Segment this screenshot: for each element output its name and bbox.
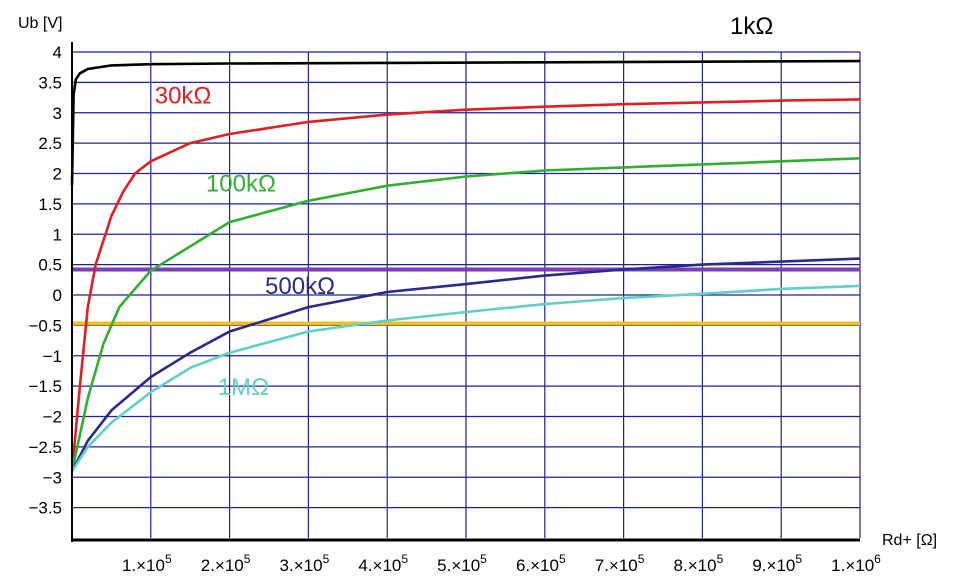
x-tick-label: 8.×105 [674,552,724,575]
x-tick-exponent: 5 [717,552,724,566]
x-tick-label: 6.×105 [516,552,566,575]
x-tick-label: 9.×105 [752,552,802,575]
x-tick-exponent: 5 [795,552,802,566]
x-tick-label: 3.×105 [280,552,330,575]
x-tick-label: 1.×105 [122,552,172,575]
y-tick-label: 2.5 [38,134,62,153]
y-tick-label: −3 [43,468,62,487]
y-tick-label: −3.5 [28,499,62,518]
y-tick-label: 2 [53,165,62,184]
x-tick-label: 1.×106 [831,552,881,575]
curve-label-1: 30kΩ [155,83,212,110]
y-tick-label: −2.5 [28,438,62,457]
reference-lines [72,267,860,326]
curve-label-2: 100kΩ [206,171,276,198]
chart-grid [72,51,861,538]
series-line-2 [70,157,861,472]
y-tick-labels: 4 3.5 3 2.5 2 1.5 1 0.5 0 −0.5 −1 −1.5 −2 −2.5 −3 −3.5 [28,43,62,518]
y-tick-label: −2 [43,408,62,427]
x-tick-exponent: 5 [480,552,487,566]
chart-series [70,59,861,472]
chart-axes [71,42,860,542]
x-tick-exponent: 5 [559,552,566,566]
y-tick-label: 0.5 [38,256,62,275]
curve-label-4: 1MΩ [218,374,269,401]
series-line-0 [70,59,861,186]
y-tick-label: 4 [53,43,62,62]
y-axis-label: Ub [V] [18,15,62,32]
series-line-3 [70,257,861,472]
series-line-4 [70,284,861,472]
x-tick-label: 5.×105 [437,552,487,575]
series-line-1 [70,98,861,472]
x-tick-exponent: 5 [323,552,330,566]
curve-labels: 1kΩ 30kΩ 100kΩ 500kΩ 1MΩ [155,13,774,401]
y-tick-label: −1.5 [28,377,62,396]
curve-label-0: 1kΩ [730,13,773,40]
x-axis-label: Rd+ [Ω] [882,532,937,549]
x-tick-exponent: 5 [401,552,408,566]
y-tick-label: 3 [53,104,62,123]
x-tick-label: 2.×105 [201,552,251,575]
y-tick-label: 1.5 [38,195,62,214]
y-tick-label: −1 [43,347,62,366]
y-tick-label: 3.5 [38,73,62,92]
x-tick-exponent: 5 [638,552,645,566]
y-tick-label: −0.5 [28,316,62,335]
y-tick-label: 1 [53,225,62,244]
x-tick-label: 7.×105 [595,552,645,575]
curve-label-3: 500kΩ [265,273,335,300]
x-tick-exponent: 5 [165,552,172,566]
x-tick-labels: 1.×105 2.×105 3.×105 4.×105 5.×105 6.×105 7.×1… [122,552,881,575]
y-tick-label: 0 [53,286,62,305]
x-tick-exponent: 5 [244,552,251,566]
x-tick-exponent: 6 [874,552,881,566]
x-tick-label: 4.×105 [358,552,408,575]
